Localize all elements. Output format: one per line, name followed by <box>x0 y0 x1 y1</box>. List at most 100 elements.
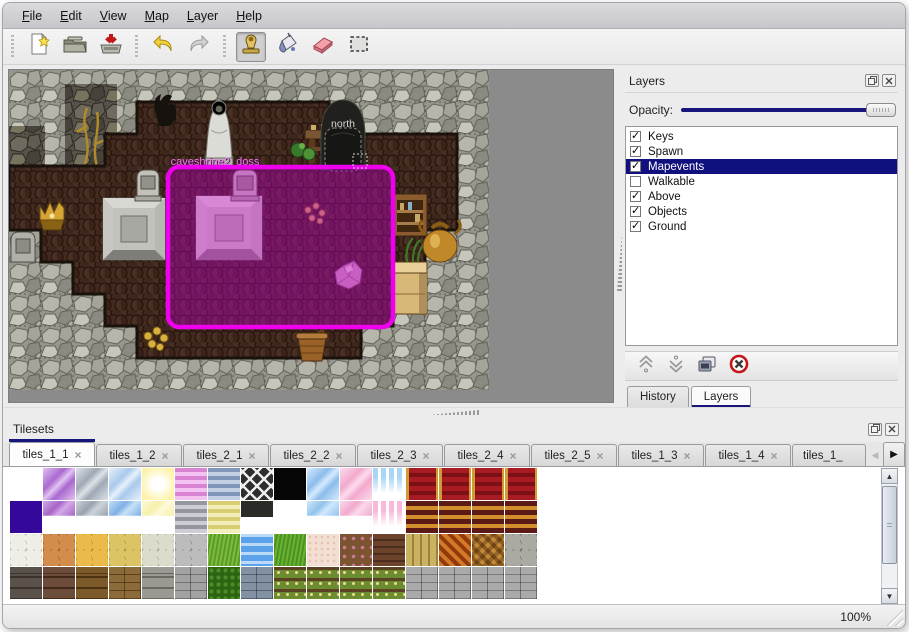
lower-layer-button[interactable] <box>667 354 685 379</box>
close-tab-icon[interactable]: × <box>422 448 430 463</box>
tile-0-10[interactable] <box>340 468 372 500</box>
close-tab-icon[interactable]: × <box>161 448 169 463</box>
layer-row-spawn[interactable]: ✓ Spawn <box>626 144 897 159</box>
tile-0-3[interactable] <box>109 468 141 500</box>
tab-history[interactable]: History <box>627 386 689 407</box>
menu-item-file[interactable]: File <box>22 8 43 23</box>
tile-0-13[interactable] <box>439 468 471 500</box>
open-button[interactable] <box>60 32 90 62</box>
tile-1-6[interactable] <box>208 501 240 533</box>
scroll-up-button[interactable]: ▲ <box>881 468 898 484</box>
tile-1-11[interactable] <box>373 501 405 533</box>
tileset-tab-tiles_1_4[interactable]: tiles_1_4 × <box>705 444 791 466</box>
close-tab-icon[interactable]: × <box>74 447 82 462</box>
layer-checkbox[interactable] <box>630 176 641 187</box>
tile-3-11[interactable] <box>373 567 405 599</box>
menu-item-edit[interactable]: Edit <box>60 8 82 23</box>
tile-2-1[interactable] <box>43 534 75 566</box>
tile-3-14[interactable] <box>472 567 504 599</box>
fill-tool-button[interactable] <box>272 32 302 62</box>
select-rect-tool-button[interactable] <box>344 32 374 62</box>
tile-1-3[interactable] <box>109 501 141 533</box>
tile-3-5[interactable] <box>175 567 207 599</box>
redo-button[interactable] <box>184 32 214 62</box>
tile-1-0[interactable] <box>10 501 42 533</box>
layer-row-above[interactable]: ✓ Above <box>626 189 897 204</box>
tile-1-1[interactable] <box>43 501 75 533</box>
tile-2-14[interactable] <box>472 534 504 566</box>
menu-item-map[interactable]: Map <box>144 8 169 23</box>
tileset-tab-tiles_1[interactable]: tiles_1_ <box>792 444 866 466</box>
close-tab-icon[interactable]: × <box>509 448 517 463</box>
eraser-tool-button[interactable] <box>308 32 338 62</box>
map-view[interactable]: north <box>8 69 614 403</box>
tile-1-5[interactable] <box>175 501 207 533</box>
save-button[interactable] <box>96 32 126 62</box>
tileset-tab-tiles_1_1[interactable]: tiles_1_1 × <box>9 442 95 466</box>
menu-item-layer[interactable]: Layer <box>186 8 219 23</box>
tile-0-0[interactable] <box>10 468 42 500</box>
tileset-tab-tiles_2_1[interactable]: tiles_2_1 × <box>183 444 269 466</box>
tab-layers[interactable]: Layers <box>690 386 752 407</box>
tileset-tab-tiles_2_5[interactable]: tiles_2_5 × <box>531 444 617 466</box>
tile-1-14[interactable] <box>472 501 504 533</box>
tile-1-12[interactable] <box>406 501 438 533</box>
scroll-down-button[interactable]: ▼ <box>881 588 898 604</box>
tile-2-15[interactable] <box>505 534 537 566</box>
close-tilesets-button[interactable] <box>885 422 899 436</box>
tile-0-7[interactable] <box>241 468 273 500</box>
tile-3-1[interactable] <box>43 567 75 599</box>
tile-0-15[interactable] <box>505 468 537 500</box>
layer-row-mapevents[interactable]: ✓ Mapevents <box>626 159 897 174</box>
tileset-tab-tiles_1_2[interactable]: tiles_1_2 × <box>96 444 182 466</box>
float-tilesets-button[interactable] <box>868 422 882 436</box>
undo-button[interactable] <box>148 32 178 62</box>
toolbar-drag-handle[interactable] <box>10 34 16 59</box>
tile-1-4[interactable] <box>142 501 174 533</box>
tile-3-3[interactable] <box>109 567 141 599</box>
tile-2-3[interactable] <box>109 534 141 566</box>
tile-0-1[interactable] <box>43 468 75 500</box>
layer-checkbox[interactable]: ✓ <box>630 160 641 172</box>
tile-0-11[interactable] <box>373 468 405 500</box>
tile-2-6[interactable] <box>208 534 240 566</box>
tile-0-12[interactable] <box>406 468 438 500</box>
duplicate-layer-button[interactable] <box>697 354 717 379</box>
tile-3-12[interactable] <box>406 567 438 599</box>
tile-2-10[interactable] <box>340 534 372 566</box>
tile-1-13[interactable] <box>439 501 471 533</box>
selection-rect[interactable] <box>165 164 396 330</box>
layer-checkbox[interactable]: ✓ <box>630 205 641 217</box>
tile-2-11[interactable] <box>373 534 405 566</box>
tile-3-2[interactable] <box>76 567 108 599</box>
tile-2-2[interactable] <box>76 534 108 566</box>
menu-item-view[interactable]: View <box>99 8 127 23</box>
opacity-slider[interactable] <box>681 102 896 118</box>
tileset-tab-tiles_2_2[interactable]: tiles_2_2 × <box>270 444 356 466</box>
layer-checkbox[interactable]: ✓ <box>630 145 641 157</box>
close-tab-icon[interactable]: × <box>335 448 343 463</box>
tile-3-8[interactable] <box>274 567 306 599</box>
stamp-tool-button[interactable] <box>236 31 266 62</box>
tile-1-10[interactable] <box>340 501 372 533</box>
layer-row-walkable[interactable]: Walkable <box>626 174 897 189</box>
tileset-tab-tiles_2_4[interactable]: tiles_2_4 × <box>444 444 530 466</box>
tile-0-8[interactable] <box>274 468 306 500</box>
tile-3-6[interactable] <box>208 567 240 599</box>
tileset-tab-tiles_2_3[interactable]: tiles_2_3 × <box>357 444 443 466</box>
tileset-scrollbar[interactable]: ▲ ▼ <box>881 468 898 604</box>
float-panel-button[interactable] <box>865 74 879 87</box>
opacity-slider-thumb[interactable] <box>866 103 896 117</box>
tile-1-7[interactable] <box>241 501 273 533</box>
scrollbar-track[interactable] <box>881 484 898 588</box>
tile-3-13[interactable] <box>439 567 471 599</box>
tile-0-9[interactable] <box>307 468 339 500</box>
tile-3-9[interactable] <box>307 567 339 599</box>
close-tab-icon[interactable]: × <box>596 448 604 463</box>
tile-1-2[interactable] <box>76 501 108 533</box>
tile-2-13[interactable] <box>439 534 471 566</box>
tile-0-6[interactable] <box>208 468 240 500</box>
close-tab-icon[interactable]: × <box>683 448 691 463</box>
tile-1-15[interactable] <box>505 501 537 533</box>
tile-3-7[interactable] <box>241 567 273 599</box>
